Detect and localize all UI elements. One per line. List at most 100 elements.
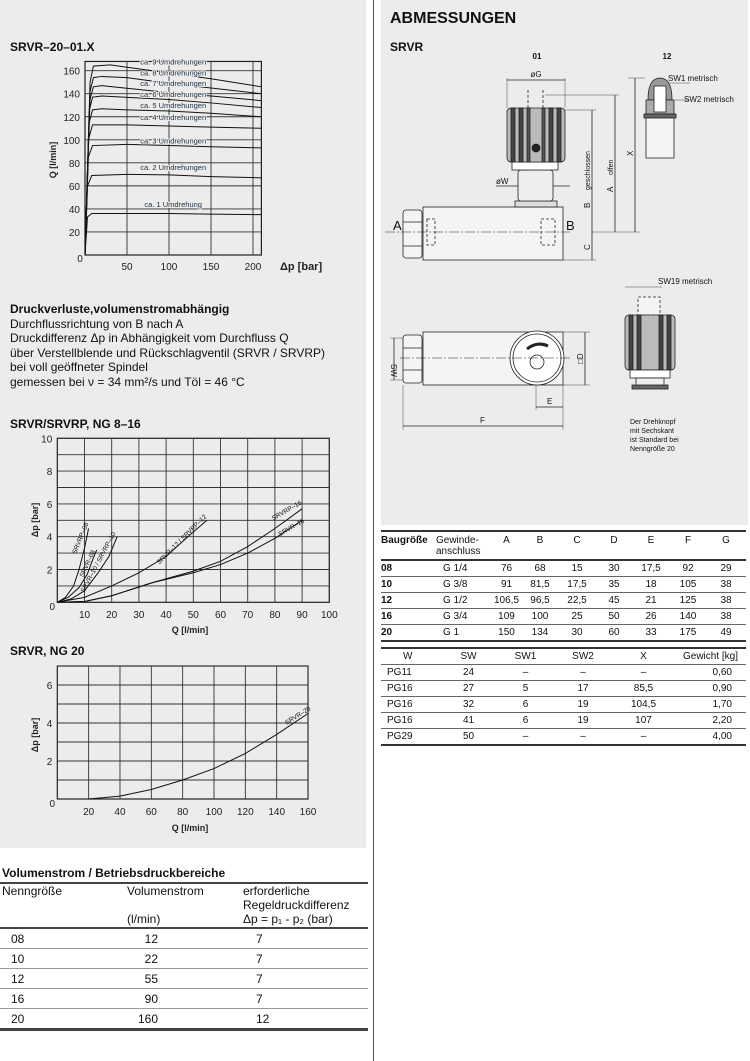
table-cell: 24 <box>440 664 497 681</box>
dim-sw-label: SW <box>389 364 398 377</box>
valve-stem <box>517 169 554 202</box>
table-cell: PG16 <box>381 680 440 697</box>
table-header: W <box>381 648 440 665</box>
table-cell: – <box>554 728 612 746</box>
table-cell: 49 <box>706 624 746 642</box>
x-tick-label: 100 <box>206 807 223 818</box>
y-tick-label: 6 <box>47 681 53 692</box>
y-tick-label: 10 <box>41 434 53 445</box>
description-line: Durchflussrichtung von B nach A <box>10 316 184 331</box>
table-cell: 38 <box>706 608 746 625</box>
table-row: PG16 27 5 17 85,5 0,90 <box>381 680 746 697</box>
header-size-label: Nenngröße <box>2 884 63 898</box>
sw2-label: SW2 metrisch <box>684 95 734 104</box>
y-axis-label: Δp [bar] <box>30 503 40 537</box>
right-panel <box>381 0 748 525</box>
header-gewinde-line: Gewinde- <box>436 535 479 546</box>
table-cell: 150 <box>491 624 522 642</box>
y-tick-label: 6 <box>47 500 53 511</box>
table-cell: 10 <box>381 576 436 593</box>
header-dp: erforderliche Regeldruckdifferenz Δp = p₁ … <box>240 883 368 929</box>
note-line: ist Standard bei <box>630 437 679 444</box>
table-cell: 30 <box>558 624 596 642</box>
table-cell: 27 <box>440 680 497 697</box>
header-b: B <box>522 531 558 561</box>
section-subheading: SRVR <box>390 40 424 54</box>
dia-g-label: øG <box>530 70 541 79</box>
header-size: Nenngröße <box>0 883 122 929</box>
table-row: PG29 50– – –4,00 <box>381 728 746 746</box>
table-cell: – <box>554 664 612 681</box>
header-dp-line: Δp = p₁ - p₂ (bar) <box>243 912 333 926</box>
header-dp-line: Regeldruckdifferenz <box>243 898 350 912</box>
header-dp-line: erforderliche <box>243 884 310 898</box>
dim-e-label: E <box>547 397 552 406</box>
x-tick-label: 20 <box>106 610 118 621</box>
hex-knob <box>624 296 676 390</box>
table-cell: 175 <box>670 624 706 642</box>
table-cell: 76 <box>491 560 522 577</box>
series-label: SRVRP–08 <box>72 521 91 555</box>
table-cell: 60 <box>596 624 632 642</box>
series-label: ca. 3 Umdrehungen <box>140 136 206 145</box>
x-tick-label: 60 <box>215 610 227 621</box>
y-tick-label: 80 <box>69 159 81 170</box>
table-cell: – <box>497 664 554 681</box>
table-cell: 2,20 <box>675 712 746 729</box>
y-tick-label: 2 <box>47 757 53 768</box>
table-cell: 17,5 <box>558 576 596 593</box>
table-cell: PG16 <box>381 712 440 729</box>
header-e: E <box>632 531 670 561</box>
description: Druckverluste,volumenstromabhängig Durch… <box>10 302 325 390</box>
table-cell: 41 <box>440 712 497 729</box>
x-tick-label: 10 <box>79 610 91 621</box>
note-line: mit Sechskant <box>630 428 674 435</box>
table-cell: PG16 <box>381 696 440 713</box>
x-tick-label: 70 <box>242 610 254 621</box>
table-cell: 91 <box>491 576 522 593</box>
description-line: bei voll geöffneter Spindel <box>10 360 148 375</box>
x-tick-label: 80 <box>269 610 281 621</box>
table-row: PG16 32 6 19 104,5 1,70 <box>381 696 746 713</box>
series-label: ca. 7 Umdrehungen <box>140 79 206 88</box>
table-cell: 45 <box>596 592 632 609</box>
cell-flow: 22 <box>122 948 240 969</box>
cell-size: 08 <box>0 928 122 949</box>
table-cell: 106,5 <box>491 592 522 609</box>
y-tick-label: 140 <box>63 90 80 101</box>
dim-b-label: B <box>583 203 592 208</box>
x-tick-label: 30 <box>133 610 145 621</box>
table-row: PG16 41 6 19 107 2,20 <box>381 712 746 729</box>
table-cell: 12 <box>381 592 436 609</box>
x-tick-label: 140 <box>268 807 285 818</box>
series-line <box>84 213 262 256</box>
cell-dp: 7 <box>240 988 368 1009</box>
table-cell: G 1/2 <box>436 592 491 609</box>
table-cell: 30 <box>596 560 632 577</box>
cell-dp: 7 <box>240 948 368 969</box>
table-cell: 105 <box>670 576 706 593</box>
description-line: Druckdifferenz Δp in Abhängigkeit vom Du… <box>10 331 289 346</box>
table-cell: PG29 <box>381 728 440 746</box>
table-row: 10 G 3/8 91 81,5 17,5 35 18 105 38 <box>381 576 746 593</box>
y-axis-label: Δp [bar] <box>30 718 40 752</box>
table-cell: 92 <box>670 560 706 577</box>
x-tick-label: 20 <box>83 807 95 818</box>
table-cell: 6 <box>497 696 554 713</box>
y-tick-label: 4 <box>47 719 53 730</box>
table-cell: 125 <box>670 592 706 609</box>
x-tick-label: 40 <box>114 807 126 818</box>
series-label: ca. 6 Umdrehungen <box>140 90 206 99</box>
closed-label: geschlossen <box>585 151 592 190</box>
y-tick-label: 40 <box>69 205 81 216</box>
plot-frame <box>84 60 262 256</box>
table-cell: 17 <box>554 680 612 697</box>
y-tick-label: 4 <box>47 533 53 544</box>
x-tick-label: 90 <box>297 610 309 621</box>
x-tick-label: 120 <box>237 807 254 818</box>
table-header: X <box>612 648 675 665</box>
series-line <box>88 713 309 800</box>
x-tick-label: 200 <box>245 262 262 273</box>
series-label: ca. 4 Umdrehungen <box>140 113 206 122</box>
dimension-drawing: 01 12 øG øW A B B geschlossen A offen X … <box>385 52 734 453</box>
